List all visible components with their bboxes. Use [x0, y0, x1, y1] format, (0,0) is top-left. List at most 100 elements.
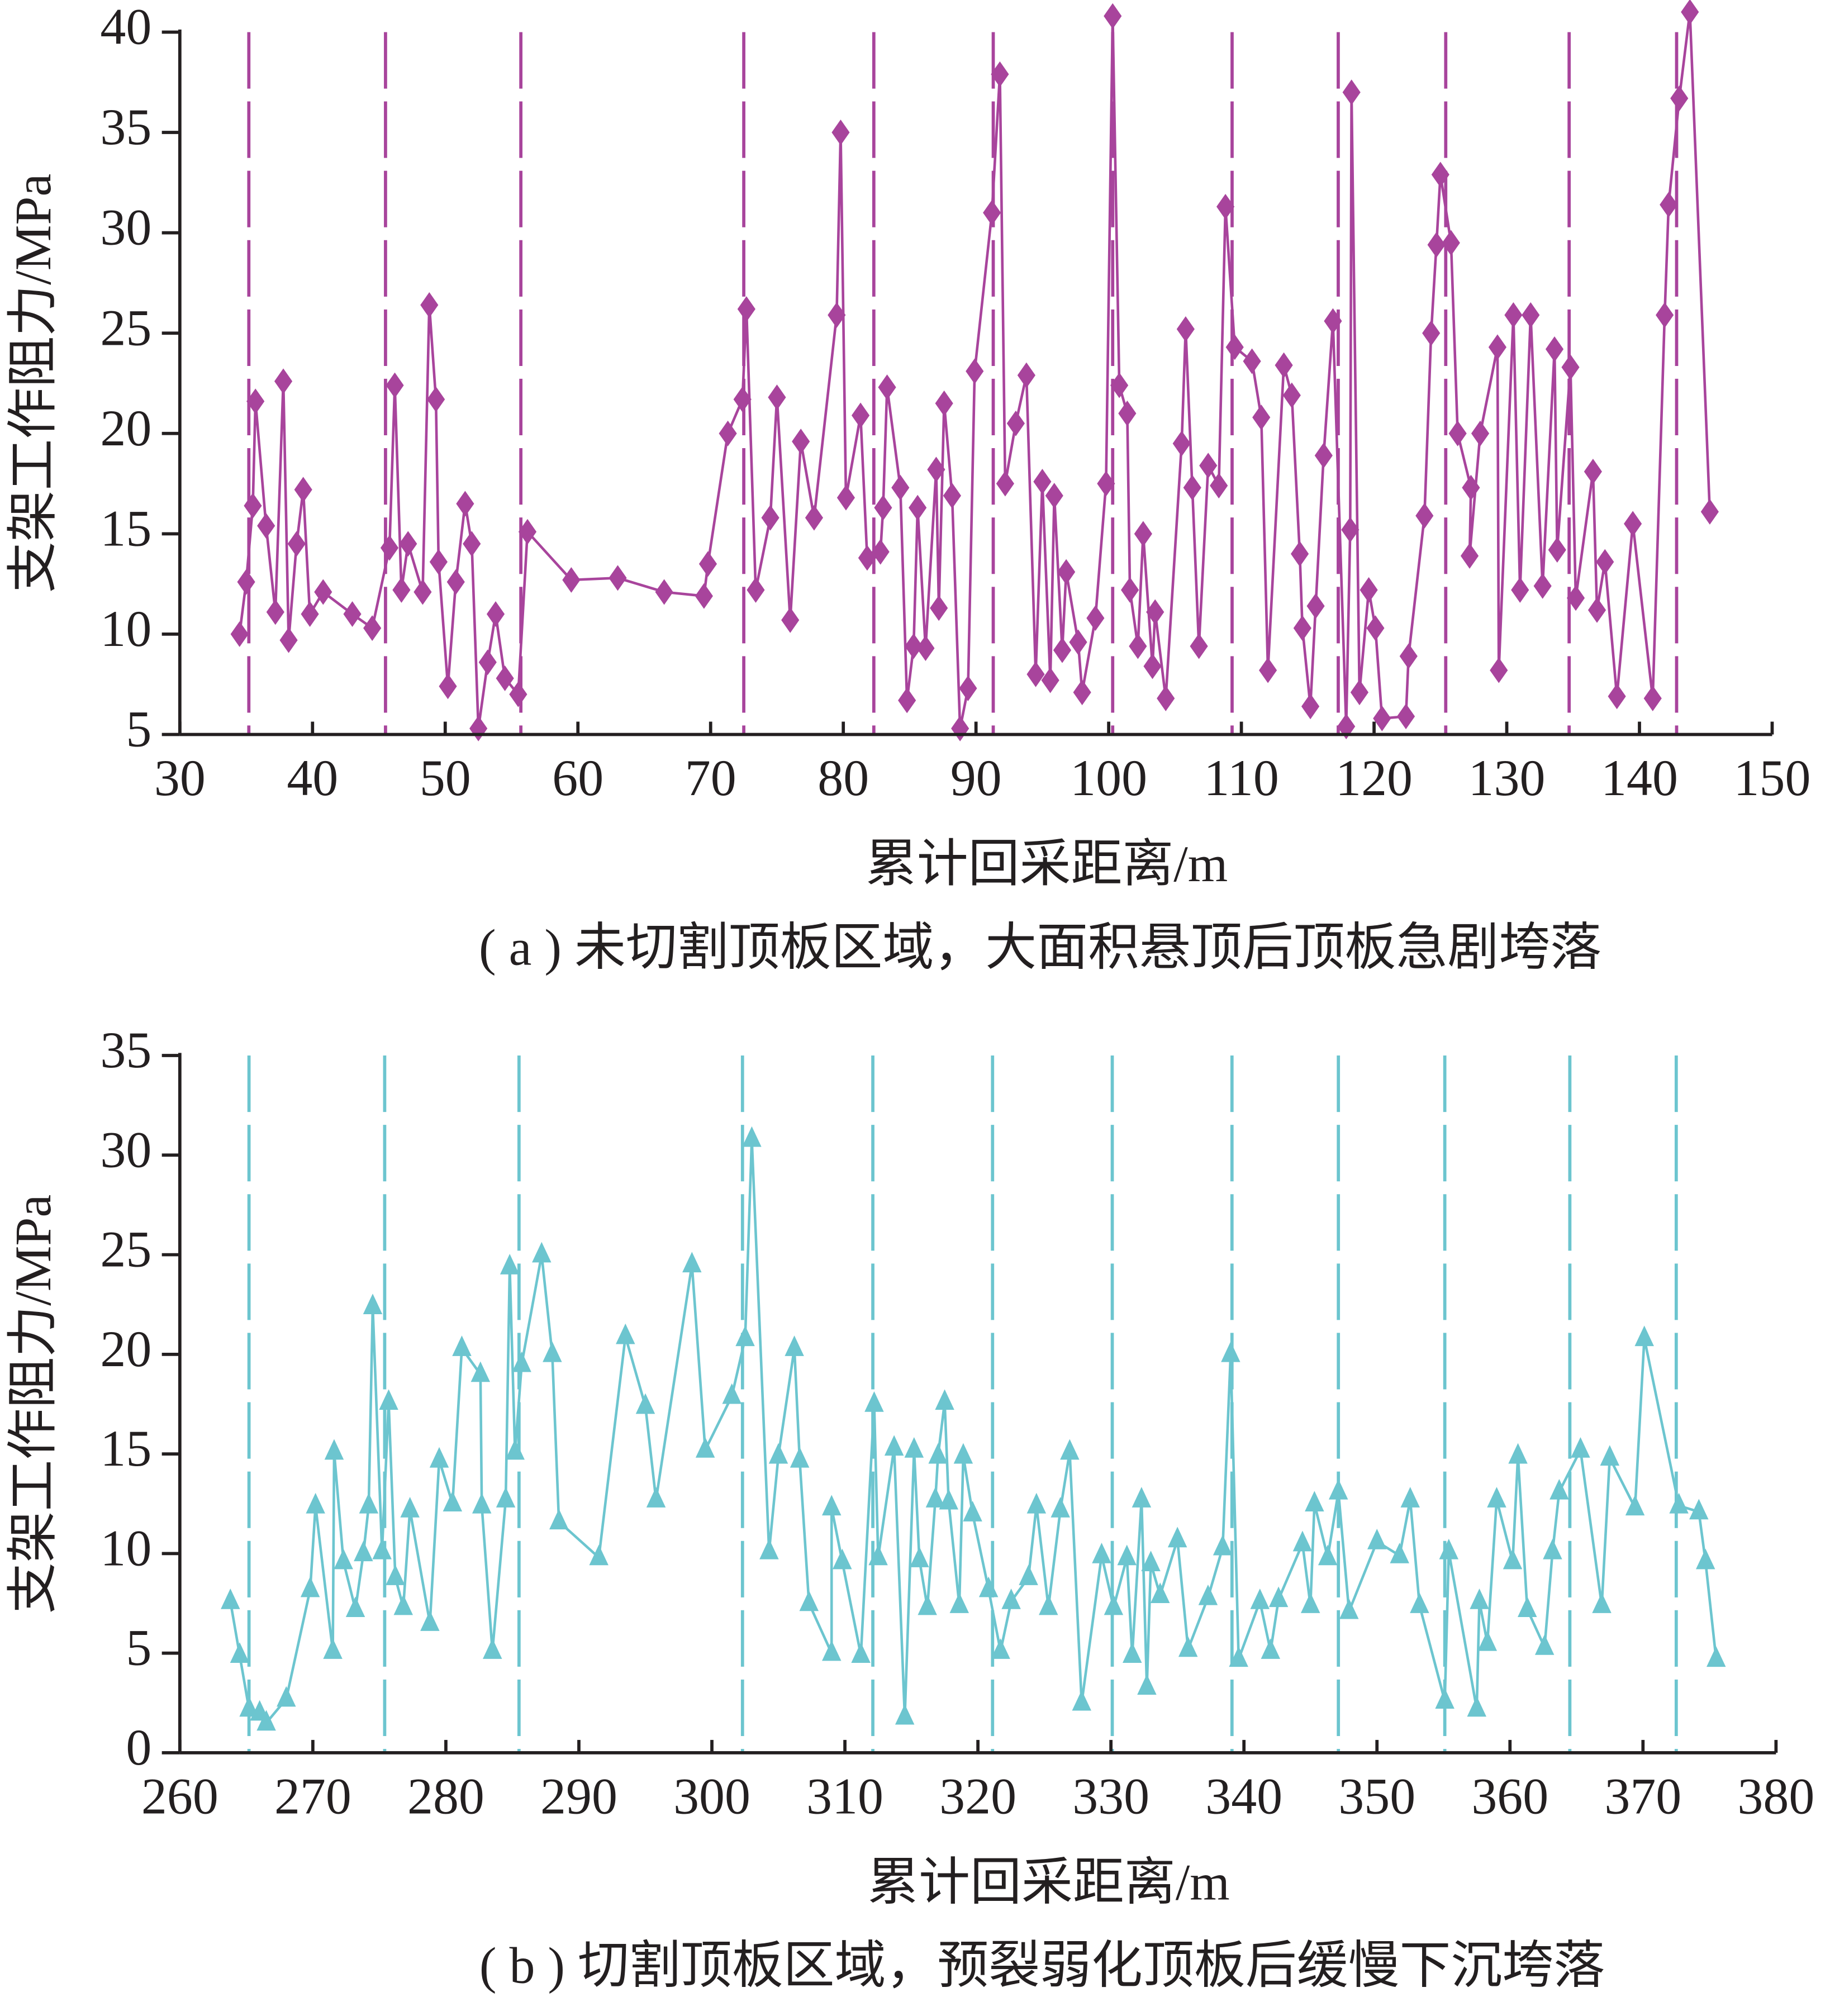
data-point — [359, 1492, 379, 1514]
data-point — [1695, 1548, 1715, 1570]
data-point — [833, 1548, 852, 1570]
y-tick-label: 20 — [100, 1320, 151, 1377]
data-point — [1137, 1674, 1157, 1695]
data-point — [935, 1389, 954, 1410]
data-line — [229, 1139, 1718, 1725]
data-point — [1057, 559, 1076, 585]
data-point — [300, 1576, 320, 1597]
data-point — [943, 483, 962, 509]
data-point — [1216, 193, 1235, 220]
data-point — [1367, 1528, 1387, 1549]
data-point — [1467, 1696, 1487, 1717]
data-point — [1435, 1688, 1455, 1709]
data-point — [1073, 679, 1091, 706]
data-point — [1190, 633, 1208, 659]
data-point — [1134, 521, 1152, 547]
data-point — [1504, 302, 1523, 328]
data-point — [1198, 1584, 1218, 1605]
data-point — [963, 1501, 982, 1521]
data-point — [874, 495, 892, 521]
data-point — [1229, 1646, 1248, 1667]
data-point — [1669, 1492, 1689, 1514]
x-tick-label: 330 — [1072, 1767, 1149, 1824]
data-point — [1123, 1642, 1142, 1663]
data-point — [1660, 192, 1678, 218]
data-point — [646, 1487, 666, 1508]
data-point — [1150, 1582, 1170, 1604]
data-point — [1017, 362, 1035, 388]
data-point — [379, 1389, 398, 1410]
data-point — [1439, 1538, 1459, 1559]
data-point — [851, 1642, 871, 1663]
data-point — [306, 1492, 325, 1514]
data-point — [1471, 420, 1490, 446]
data-point — [1522, 302, 1540, 328]
data-point — [1141, 1551, 1161, 1571]
data-point — [966, 358, 984, 384]
data-point — [518, 519, 537, 545]
data-point — [266, 599, 284, 625]
data-point — [420, 1610, 440, 1631]
data-point — [737, 296, 755, 322]
data-point — [1548, 537, 1566, 563]
data-point — [277, 1686, 296, 1707]
data-point — [1086, 605, 1105, 631]
data-point — [1129, 633, 1147, 659]
data-point — [324, 1439, 344, 1460]
data-point — [927, 457, 945, 483]
data-point — [230, 621, 249, 647]
data-point — [1305, 1491, 1324, 1512]
data-point — [354, 1540, 373, 1562]
data-point — [1431, 161, 1449, 188]
data-point — [386, 1565, 405, 1585]
x-tick-label: 380 — [1737, 1767, 1814, 1824]
data-point — [1053, 637, 1072, 663]
data-point — [1033, 468, 1052, 495]
data-point — [420, 292, 439, 318]
x-tick-label: 90 — [950, 749, 1002, 806]
data-point — [655, 579, 673, 605]
data-point — [1600, 1445, 1620, 1466]
data-point — [1261, 1638, 1281, 1659]
data-point — [1517, 1596, 1537, 1617]
data-point — [1470, 1588, 1489, 1609]
y-tick-label: 30 — [100, 199, 151, 256]
data-point — [429, 549, 448, 575]
data-point — [1225, 334, 1244, 360]
data-point — [549, 1509, 569, 1530]
data-point — [400, 1496, 420, 1518]
data-point — [472, 1492, 492, 1514]
data-point — [868, 1544, 888, 1566]
data-point — [1400, 1487, 1420, 1508]
data-point — [1176, 316, 1195, 342]
data-point — [1026, 1492, 1047, 1514]
data-point — [719, 420, 737, 446]
data-point — [1442, 230, 1460, 256]
data-point — [386, 372, 404, 398]
x-tick-label: 140 — [1601, 749, 1678, 806]
data-point — [1373, 705, 1391, 731]
data-point — [1252, 405, 1271, 431]
data-point — [1342, 79, 1361, 106]
data-point — [759, 1538, 779, 1559]
data-point — [1422, 320, 1441, 346]
data-point — [1039, 1594, 1058, 1615]
data-point — [1399, 643, 1418, 669]
data-point — [918, 1594, 937, 1615]
data-point — [836, 484, 855, 511]
data-point — [483, 1638, 502, 1659]
data-point — [1477, 1630, 1498, 1651]
data-point — [1041, 667, 1059, 693]
data-point — [916, 635, 935, 662]
data-point — [928, 1443, 948, 1464]
data-point — [1396, 703, 1415, 730]
data-point — [1132, 1487, 1152, 1508]
data-point — [1121, 577, 1139, 603]
data-point — [1503, 1548, 1523, 1570]
data-point — [257, 513, 275, 539]
x-tick-label: 360 — [1471, 1767, 1548, 1824]
data-point — [486, 601, 505, 627]
data-point — [781, 607, 800, 633]
x-tick-label: 70 — [685, 749, 736, 806]
data-point — [768, 1443, 788, 1464]
